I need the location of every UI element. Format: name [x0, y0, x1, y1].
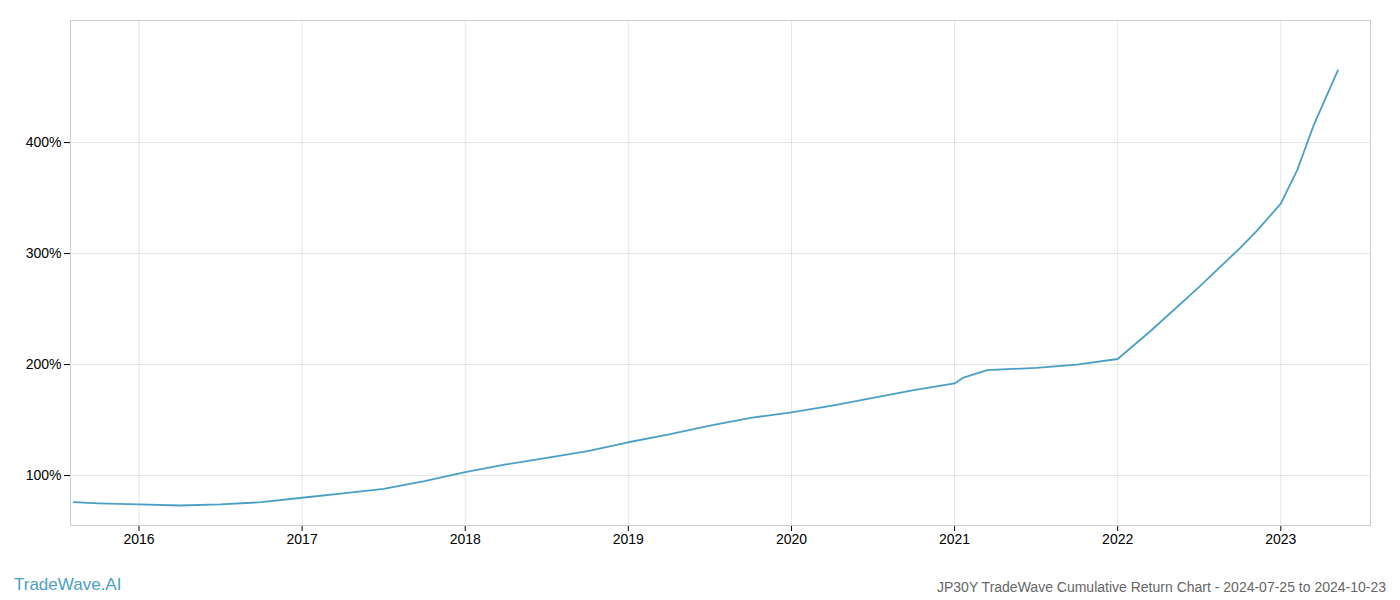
svg-text:2016: 2016 — [123, 531, 154, 547]
svg-text:100%: 100% — [26, 467, 62, 483]
svg-text:2022: 2022 — [1102, 531, 1133, 547]
svg-text:300%: 300% — [26, 245, 62, 261]
svg-text:2021: 2021 — [939, 531, 970, 547]
svg-text:2018: 2018 — [450, 531, 481, 547]
html-text:JP30Y TradeWave Cumulative Ret: JP30Y TradeWave Cumulative Return Chart … — [937, 579, 1386, 595]
html-text:TradeWave.AI: TradeWave.AI — [14, 575, 122, 594]
svg-text:2023: 2023 — [1265, 531, 1296, 547]
svg-text:400%: 400% — [26, 134, 62, 150]
svg-text:2019: 2019 — [613, 531, 644, 547]
svg-text:200%: 200% — [26, 356, 62, 372]
svg-text:2020: 2020 — [776, 531, 807, 547]
svg-text:2017: 2017 — [287, 531, 318, 547]
